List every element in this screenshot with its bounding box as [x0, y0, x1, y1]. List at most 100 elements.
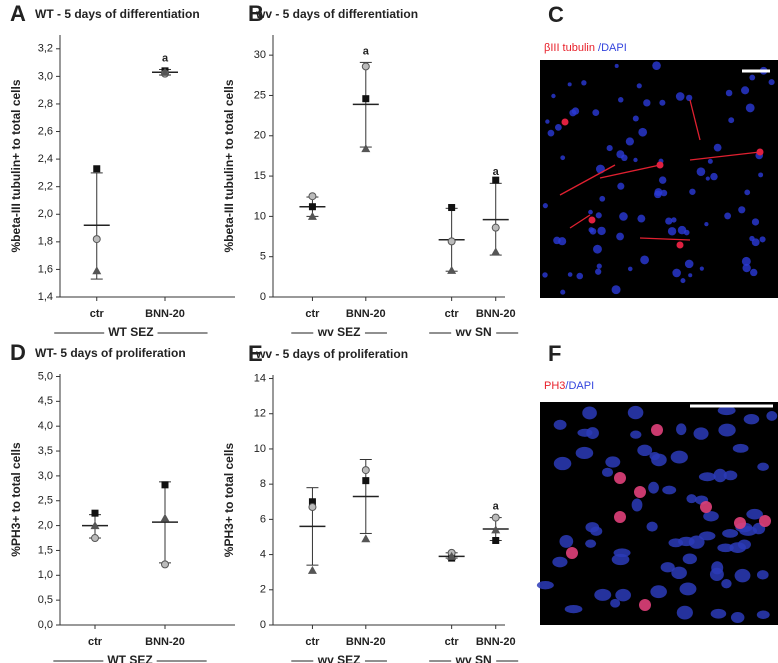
y-tick-label: 12	[254, 408, 266, 420]
x-tick-label: BNN-20	[145, 308, 185, 320]
x-tick-label: ctr	[305, 636, 320, 648]
y-tick-label: 14	[254, 372, 266, 384]
nucleus	[619, 212, 628, 221]
nucleus	[576, 272, 584, 280]
nucleus	[627, 405, 644, 420]
nucleus	[693, 427, 709, 440]
y-tick-label: 3,0	[38, 70, 53, 82]
y-tick-label: 20	[254, 130, 266, 142]
point	[447, 551, 457, 560]
nucleus	[637, 214, 646, 223]
nucleus	[746, 508, 763, 520]
ph3-nucleus	[614, 472, 626, 484]
nucleus	[744, 189, 751, 196]
x-tick-label: BNN-20	[346, 308, 386, 320]
nucleus	[707, 158, 713, 164]
group-label: wv SEZ	[317, 325, 361, 339]
nucleus	[648, 481, 659, 494]
neuron	[676, 241, 684, 249]
micrograph	[540, 60, 778, 298]
nucleus	[749, 74, 756, 81]
nucleus	[734, 568, 751, 583]
nucleus	[552, 556, 568, 568]
x-tick-label: BNN-20	[476, 308, 516, 320]
nucleus	[741, 256, 751, 266]
point	[92, 235, 101, 244]
point	[161, 560, 169, 569]
point	[361, 534, 371, 543]
y-tick-label: 3,5	[38, 445, 53, 457]
nucleus	[686, 94, 693, 102]
stain-label: /DAPI	[565, 380, 594, 392]
nucleus	[660, 189, 668, 197]
neuron	[656, 161, 664, 169]
panel-letter: E	[248, 341, 263, 366]
chart-title: wv - 5 days of proliferation	[255, 347, 408, 361]
significance-label: a	[162, 52, 169, 64]
x-tick-label: ctr	[90, 308, 105, 320]
nucleus	[675, 92, 685, 101]
ph3-nucleus	[759, 515, 771, 527]
nucleus	[558, 237, 567, 246]
x-tick-label: BNN-20	[145, 636, 185, 648]
image-label: PH3/DAPI	[544, 380, 594, 392]
point	[491, 223, 500, 232]
point	[308, 503, 317, 512]
neurite	[689, 151, 761, 161]
nucleus	[654, 190, 662, 199]
nucleus	[732, 443, 749, 453]
y-tick-label: 3,0	[38, 470, 53, 482]
nucleus	[542, 203, 548, 209]
y-tick-label: 0,0	[38, 619, 53, 631]
nucleus	[547, 129, 555, 137]
nucleus	[560, 289, 566, 295]
point	[492, 176, 500, 184]
ph3-nucleus	[639, 599, 651, 611]
nucleus	[632, 115, 639, 122]
point	[92, 266, 102, 275]
nucleus	[758, 172, 764, 178]
nucleus	[631, 498, 643, 512]
neuron	[588, 216, 596, 224]
nucleus	[651, 453, 667, 467]
point	[491, 513, 500, 522]
point	[492, 536, 500, 544]
nucleus	[627, 266, 633, 272]
significance-label: a	[493, 166, 500, 178]
y-tick-label: 2,6	[38, 125, 53, 137]
nucleus	[742, 263, 751, 273]
nucleus	[614, 63, 619, 68]
nucleus	[676, 605, 693, 620]
nucleus	[605, 456, 621, 468]
y-tick-label: 25	[254, 89, 266, 101]
x-tick-label: ctr	[445, 308, 460, 320]
nucleus	[671, 566, 687, 580]
nucleus	[618, 97, 624, 103]
nucleus	[611, 285, 621, 295]
ph3-nucleus	[651, 424, 663, 436]
nucleus	[750, 268, 758, 277]
nucleus	[559, 534, 574, 548]
nucleus	[581, 80, 587, 86]
y-tick-label: 2,0	[38, 208, 53, 220]
point	[307, 565, 317, 574]
panel-letter: C	[548, 2, 564, 27]
nucleus	[677, 225, 687, 235]
point	[307, 211, 317, 220]
nucleus	[728, 117, 735, 124]
y-tick-label: 3,2	[38, 43, 53, 55]
neurite	[599, 164, 661, 179]
stain-label: βIII tubulin	[544, 42, 598, 54]
neurite	[569, 214, 591, 229]
ph3-nucleus	[700, 501, 712, 513]
x-tick-label: ctr	[305, 308, 320, 320]
point	[90, 521, 100, 530]
nucleus	[768, 79, 775, 86]
group-label: wv SN	[455, 325, 492, 339]
point	[160, 513, 170, 522]
y-tick-label: 2	[260, 584, 266, 596]
nucleus	[621, 154, 628, 162]
nucleus	[737, 539, 751, 550]
nucleus	[724, 212, 732, 220]
nucleus	[713, 143, 722, 152]
